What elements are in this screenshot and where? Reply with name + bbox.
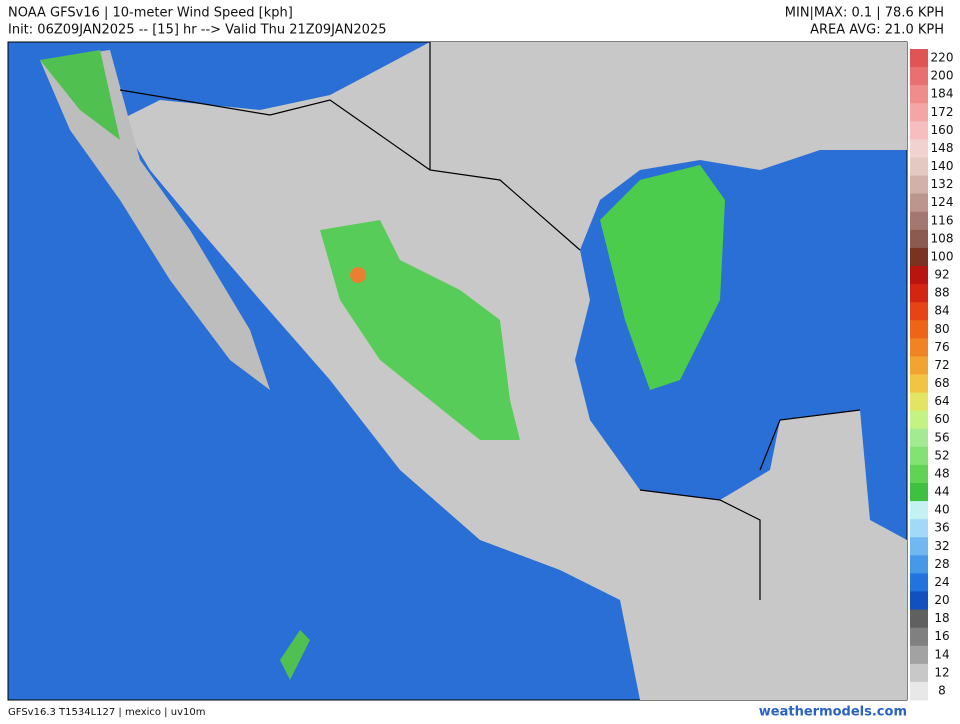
- colorbar-label: 76: [934, 340, 949, 354]
- colorbar-cell: [910, 681, 928, 701]
- colorbar-cell: [910, 193, 928, 213]
- colorbar-cell: [910, 483, 928, 502]
- colorbar-cell: [910, 338, 928, 357]
- colorbar-cell: [910, 139, 928, 158]
- colorbar-cell: [910, 446, 928, 466]
- colorbar-label: 72: [934, 358, 949, 372]
- colorbar-cell: [910, 284, 928, 303]
- colorbar-cell: [910, 67, 928, 86]
- colorbar-cell: [910, 85, 928, 104]
- land: [120, 42, 907, 700]
- pacific-wind: [280, 630, 310, 680]
- colorbar-cell: [910, 374, 928, 394]
- colorbar-label: 100: [931, 249, 954, 263]
- footer-left: GFSv16.3 T1534L127 | mexico | uv10m: [8, 707, 205, 718]
- title: NOAA GFSv16 | 10-meter Wind Speed [kph]: [8, 6, 293, 21]
- colorbar-cell: [910, 157, 928, 177]
- colorbar-cell: [910, 573, 928, 592]
- colorbar-label: 60: [934, 412, 949, 426]
- colorbar-label: 40: [934, 503, 949, 517]
- colorbar-label: 108: [931, 231, 954, 245]
- colorbar-label: 8: [938, 683, 946, 697]
- colorbar-cell: [910, 356, 928, 375]
- colorbar-label: 56: [934, 430, 949, 444]
- colorbar-label: 88: [934, 286, 949, 300]
- subtitle: Init: 06Z09JAN2025 -- [15] hr --> Valid …: [8, 23, 387, 38]
- baja: [40, 50, 270, 390]
- colorbar-cell: [910, 645, 928, 665]
- colorbar-label: 12: [934, 665, 949, 679]
- colorbar-cell: [910, 428, 928, 448]
- colorbar-cell: [910, 555, 928, 574]
- colorbar-label: 80: [934, 322, 949, 336]
- colorbar-cell: [910, 663, 928, 683]
- colorbar-label: 52: [934, 448, 949, 462]
- colorbar-cell: [910, 609, 928, 629]
- colorbar-label: 184: [931, 87, 954, 101]
- colorbar-label: 36: [934, 521, 949, 535]
- wind-max: [350, 267, 366, 283]
- colorbar-label: 20: [934, 593, 949, 607]
- colorbar-label: 68: [934, 376, 949, 390]
- colorbar-label: 84: [934, 304, 949, 318]
- colorbar-label: 24: [934, 575, 949, 589]
- colorbar-cell: [910, 103, 928, 122]
- colorbar-label: 18: [934, 611, 949, 625]
- colorbar-label: 140: [931, 159, 954, 173]
- colorbar-cell: [910, 211, 928, 231]
- minmax: MIN|MAX: 0.1 | 78.6 KPH: [785, 6, 944, 21]
- colorbar-label: 132: [931, 177, 954, 191]
- colorbar-label: 124: [931, 195, 954, 209]
- colorbar-label: 16: [934, 629, 949, 643]
- colorbar-cell: [910, 410, 928, 430]
- colorbar-cell: [910, 266, 928, 285]
- map: [7, 41, 908, 701]
- colorbar-label: 92: [934, 268, 949, 282]
- colorbar-cell: [910, 537, 928, 556]
- colorbar-cell: [910, 49, 928, 68]
- colorbar-cell: [910, 302, 928, 321]
- colorbar-label: 44: [934, 485, 949, 499]
- colorbar-cell: [910, 229, 928, 249]
- colorbar-label: 64: [934, 394, 949, 408]
- colorbar-cell: [910, 392, 928, 412]
- colorbar-cell: [910, 175, 928, 195]
- borders: [119, 42, 861, 600]
- colorbar-label: 160: [931, 123, 954, 137]
- colorbar-cell: [910, 501, 928, 520]
- colorbar-cell: [910, 247, 928, 267]
- colorbar-cell: [910, 320, 928, 339]
- colorbar-label: 116: [931, 213, 954, 227]
- colorbar-cell: [910, 591, 928, 611]
- colorbar-label: 32: [934, 539, 949, 553]
- colorbar-cell: [910, 519, 928, 538]
- central-wind: [320, 220, 520, 440]
- colorbar-cell: [910, 121, 928, 140]
- colorbar-label: 148: [931, 141, 954, 155]
- colorbar-label: 200: [931, 69, 954, 83]
- footer-right: weathermodels.com: [759, 705, 907, 720]
- colorbar-cell: [910, 627, 928, 647]
- colorbar-label: 28: [934, 557, 949, 571]
- colorbar-label: 220: [931, 51, 954, 65]
- colorbar-cell: [910, 464, 928, 484]
- colorbar-label: 172: [931, 105, 954, 119]
- area-avg: AREA AVG: 21.0 KPH: [810, 23, 944, 38]
- colorbar-label: 14: [934, 647, 949, 661]
- baja-wind: [40, 50, 120, 140]
- gulf-wind: [600, 165, 725, 390]
- colorbar-label: 48: [934, 466, 949, 480]
